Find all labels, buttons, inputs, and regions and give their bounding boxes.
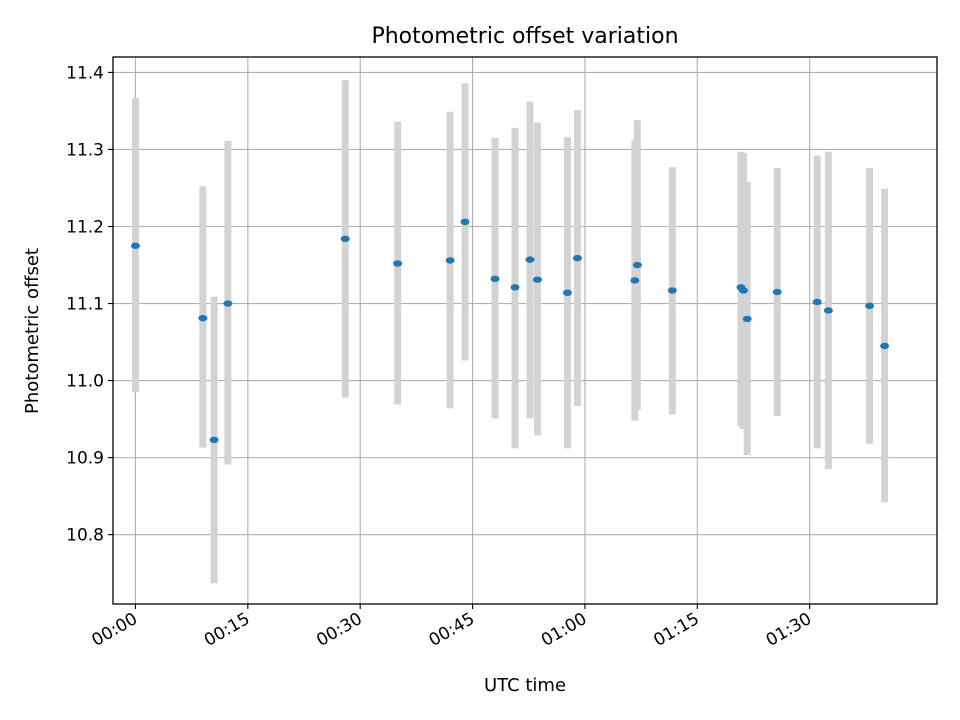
data-point <box>562 289 572 296</box>
y-tick-label: 10.9 <box>66 449 104 469</box>
y-axis-label: Photometric offset <box>22 248 43 414</box>
grid-lines <box>113 57 937 604</box>
data-point <box>525 256 535 263</box>
data-point <box>445 257 455 264</box>
y-tick-label: 11.3 <box>66 140 104 160</box>
data-point <box>880 342 890 350</box>
x-axis-label: UTC time <box>484 675 566 696</box>
y-tick-label: 11.0 <box>66 372 104 392</box>
y-tick-label: 11.1 <box>66 295 104 315</box>
y-axis-ticks: 10.8 10.9 11.0 11.1 11.2 11.3 11.4 <box>66 63 113 546</box>
y-tick-label: 10.8 <box>66 526 104 546</box>
data-point <box>865 302 875 310</box>
data-point <box>667 287 677 294</box>
data-point <box>630 277 640 284</box>
data-point <box>812 298 822 306</box>
data-point <box>510 284 520 291</box>
data-point <box>632 261 642 269</box>
data-point <box>209 436 219 444</box>
data-point <box>198 314 208 322</box>
data-point <box>823 307 833 314</box>
data-point <box>490 275 500 283</box>
data-point <box>340 235 350 243</box>
plot-frame <box>112 56 938 605</box>
data-point <box>772 288 782 296</box>
chart-title: Photometric offset variation <box>371 24 678 49</box>
data-point <box>223 300 233 307</box>
data-point <box>460 218 470 226</box>
data-point <box>738 287 748 294</box>
data-point <box>130 242 140 249</box>
y-tick-label: 11.2 <box>66 217 104 237</box>
data-point <box>532 276 542 283</box>
data-point <box>742 315 752 323</box>
data-point <box>393 260 403 267</box>
y-tick-label: 11.4 <box>66 63 104 83</box>
data-markers <box>130 218 890 444</box>
data-point <box>572 254 582 262</box>
